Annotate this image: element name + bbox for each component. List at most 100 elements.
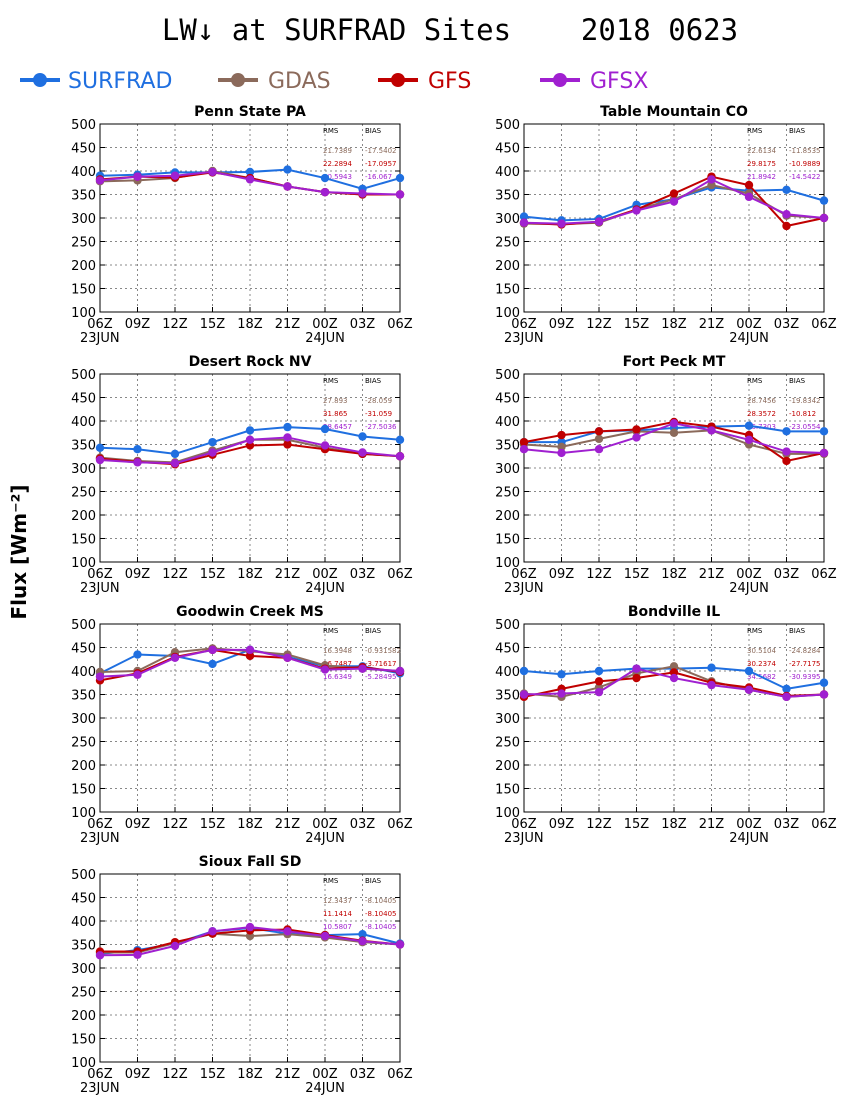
point-gfsx	[320, 665, 330, 674]
y-tick-label: 200	[71, 259, 96, 274]
point-surfrad	[519, 212, 529, 221]
x-tick-label: 03Z	[774, 817, 800, 832]
point-gfs	[744, 180, 754, 190]
x-tick-label: 09Z	[125, 1067, 151, 1082]
y-tick-label: 350	[71, 189, 96, 204]
point-gfsx	[707, 426, 716, 435]
y-tick-label: 450	[495, 142, 520, 157]
stats-bias-gfs: -10.812	[789, 410, 816, 418]
y-tick-label: 350	[495, 439, 520, 454]
point-gfsx	[245, 645, 255, 655]
point-surfrad	[707, 663, 716, 672]
x-tick-label: 06Z	[511, 567, 537, 582]
point-surfrad	[358, 432, 367, 441]
point-gfsx	[133, 458, 142, 467]
stats-bias-gfs: -10.9889	[789, 160, 820, 168]
point-gfsx	[519, 445, 529, 454]
y-tick-label: 400	[71, 415, 96, 430]
x-tick-label: 12Z	[586, 817, 612, 832]
x-tick-label: 12Z	[162, 567, 188, 582]
y-tick-label: 150	[71, 283, 96, 298]
y-tick-label: 250	[71, 736, 96, 751]
x-tick-label: 18Z	[237, 1067, 263, 1082]
point-gfsx	[782, 210, 791, 219]
point-gfsx	[358, 937, 367, 946]
y-tick-label: 500	[71, 368, 96, 383]
x-tick-label: 21Z	[275, 817, 301, 832]
y-tick-label: 100	[71, 306, 96, 321]
y-tick-label: 250	[71, 486, 96, 501]
y-axis-label: Flux [Wm⁻²]	[7, 484, 31, 619]
point-gdas	[557, 442, 566, 452]
y-tick-label: 450	[495, 642, 520, 657]
y-tick-label: 450	[495, 392, 520, 407]
y-tick-label: 200	[495, 759, 520, 774]
x-tick-label: 06Z	[387, 817, 413, 832]
panel-title: Table Mountain CO	[600, 104, 748, 120]
x-tick-label: 06Z	[87, 1067, 113, 1082]
y-tick-label: 150	[495, 783, 520, 798]
legend-label-gdas: GDAS	[268, 69, 331, 94]
point-gfsx	[133, 670, 142, 679]
series-surfrad	[95, 422, 405, 459]
point-gfsx	[782, 692, 791, 702]
x-tick-label: 03Z	[350, 817, 376, 832]
x-tick-label: 09Z	[125, 567, 151, 582]
stats-rms-gdas: 16.3948	[323, 647, 352, 655]
point-gfsx	[594, 445, 604, 454]
y-tick-label: 300	[71, 462, 96, 477]
panel-title: Penn State PA	[194, 104, 306, 120]
stats-header-bias: BIAS	[365, 127, 382, 135]
point-surfrad	[395, 435, 405, 444]
point-gfsx	[669, 419, 679, 428]
stats-header-rms: RMS	[323, 377, 339, 385]
point-surfrad	[594, 666, 604, 676]
stats-header-rms: RMS	[323, 627, 339, 635]
point-surfrad	[519, 666, 529, 676]
series-gfsx	[519, 664, 829, 702]
x-tick-label: 09Z	[125, 817, 151, 832]
y-tick-label: 350	[71, 939, 96, 954]
stats-rms-gdas: 22.6134	[747, 147, 776, 155]
stats-bias-gdas: -11.8535	[789, 147, 820, 155]
panel-table-mountain-co: Table Mountain CO 100 150 200 250 300 350 400 45…	[495, 104, 837, 346]
date-label: 23JUN	[80, 331, 120, 346]
stats-header-rms: RMS	[747, 627, 763, 635]
panel-goodwin-creek-ms: Goodwin Creek MS 100 150 200 250 300 350 400 450…	[71, 604, 413, 846]
stats-header-rms: RMS	[747, 127, 763, 135]
point-surfrad	[283, 165, 292, 174]
y-tick-label: 350	[71, 689, 96, 704]
point-gfsx	[744, 192, 754, 202]
stats-bias-gdas: -8.10405	[365, 897, 396, 905]
legend-label-gfsx: GFSX	[590, 69, 648, 94]
point-gfsx	[95, 672, 105, 681]
y-tick-label: 400	[71, 915, 96, 930]
x-tick-label: 21Z	[699, 567, 725, 582]
y-tick-label: 250	[71, 236, 96, 251]
point-gfsx	[133, 172, 142, 181]
stats-rms-gdas: 30.5104	[747, 647, 776, 655]
y-tick-label: 100	[495, 806, 520, 821]
x-tick-label: 12Z	[586, 317, 612, 332]
stats-rms-gfs: 22.2894	[323, 160, 352, 168]
panels: Penn State PA 100 150 200 250 300 350 400 450 500…	[71, 104, 837, 1096]
point-gfsx	[632, 664, 641, 673]
x-tick-label: 03Z	[350, 567, 376, 582]
y-tick-label: 500	[495, 118, 520, 133]
y-tick-label: 200	[495, 509, 520, 524]
point-gfsx	[95, 176, 105, 185]
stats-bias-gfs: -27.7175	[789, 660, 820, 668]
point-gfsx	[594, 217, 604, 226]
panel-fort-peck-mt: Fort Peck MT 100 150 200 250 300 350 400 450 500 0…	[495, 354, 837, 596]
panel-bondville-il: Bondville IL 100 150 200 250 300 350 400 450 500 0…	[495, 604, 837, 846]
point-gfsx	[782, 447, 791, 456]
x-tick-label: 21Z	[699, 317, 725, 332]
series-gfsx	[519, 175, 829, 228]
stats-bias-gdas: -19.8342	[789, 397, 820, 405]
y-tick-label: 450	[71, 392, 96, 407]
figure-title: LW↓ at SURFRAD Sites 2018 0623	[162, 13, 738, 47]
point-surfrad	[557, 670, 566, 679]
point-gfsx	[594, 687, 604, 697]
point-gfs	[594, 677, 604, 686]
point-gfs	[594, 427, 604, 436]
